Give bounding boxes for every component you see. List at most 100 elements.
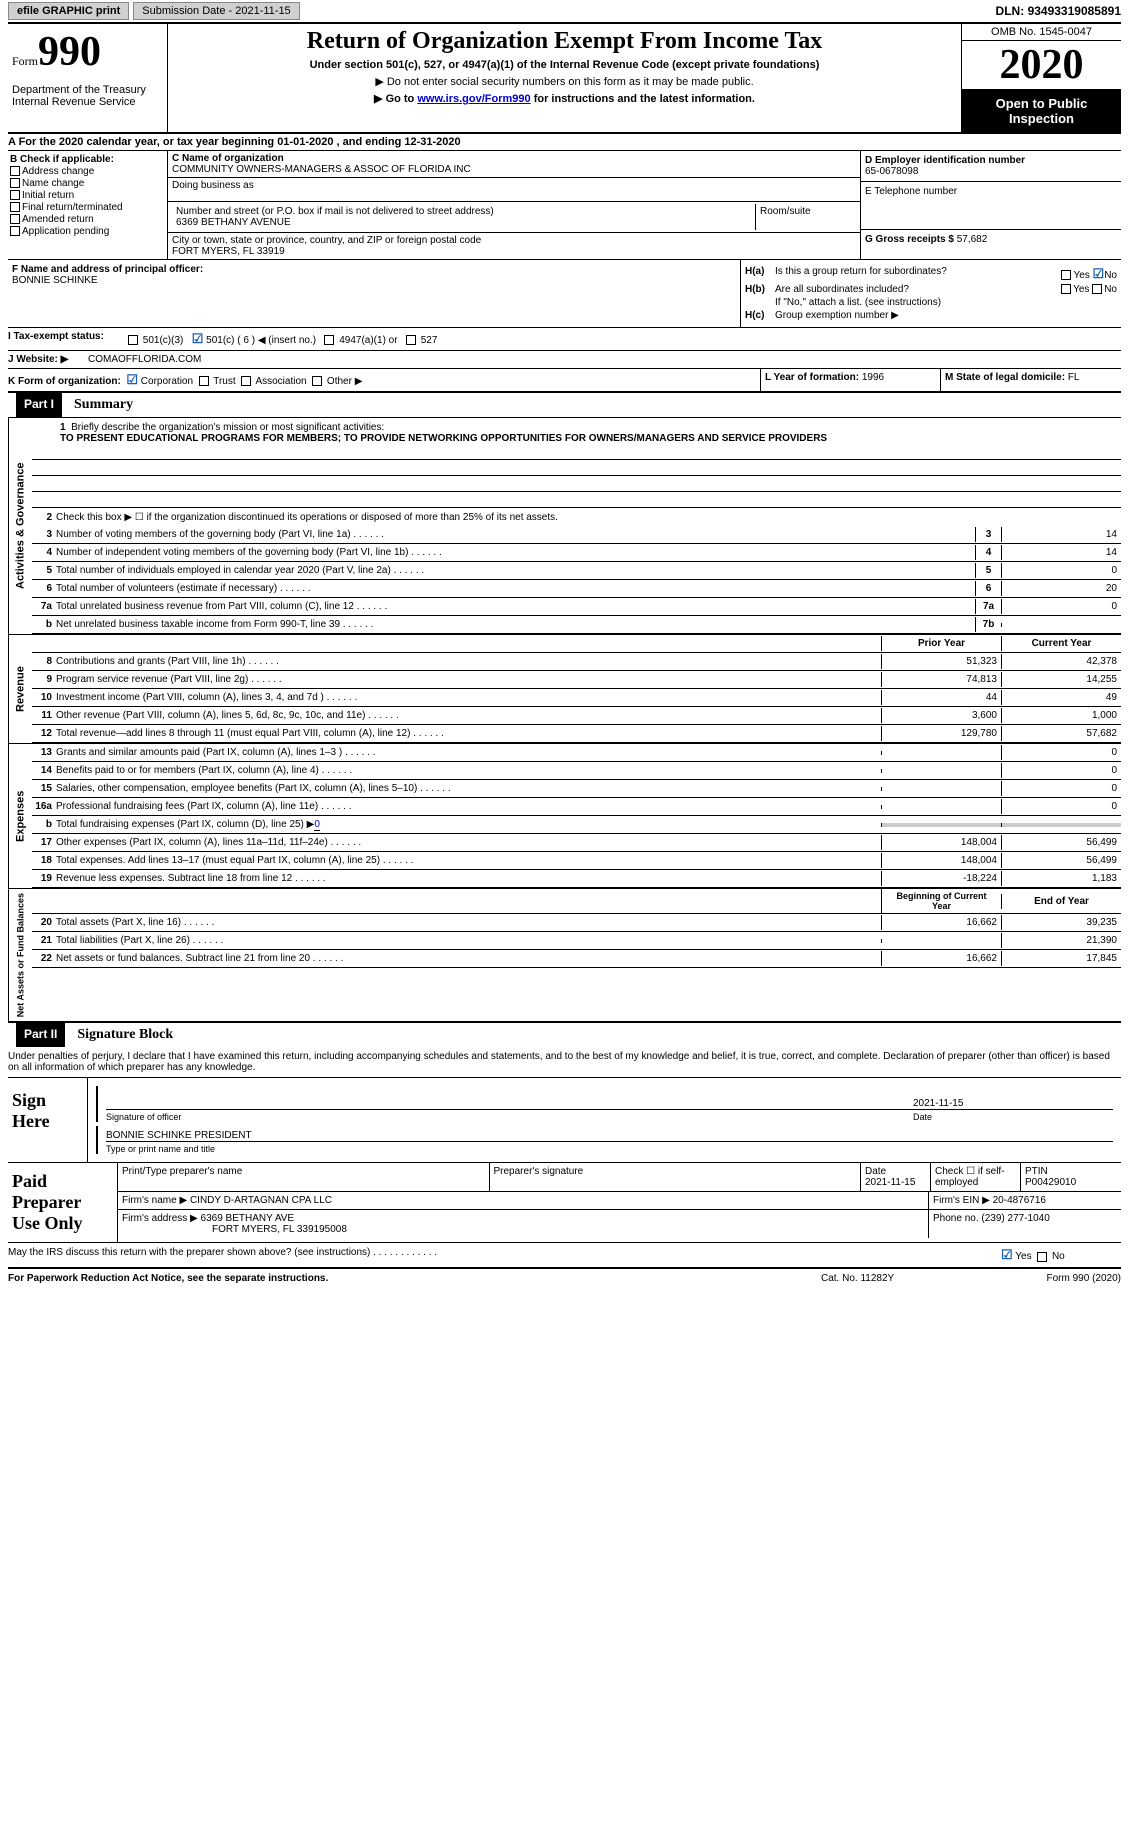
may-irs-yes-checked: ☑	[1001, 1247, 1013, 1262]
efile-print-button[interactable]: efile GRAPHIC print	[8, 2, 129, 20]
subtitle-2: ▶ Do not enter social security numbers o…	[176, 75, 953, 88]
chk-501c3[interactable]	[128, 335, 138, 345]
officer-printed: BONNIE SCHINKE PRESIDENT	[106, 1126, 1113, 1142]
tax-year: 2020	[962, 41, 1121, 90]
table-row: 12Total revenue—add lines 8 through 11 (…	[32, 725, 1121, 743]
website: COMAOFFLORIDA.COM	[88, 354, 201, 365]
irs-link[interactable]: www.irs.gov/Form990	[417, 93, 530, 105]
vert-net-assets: Net Assets or Fund Balances	[8, 889, 32, 1021]
table-row: 4Number of independent voting members of…	[32, 544, 1121, 562]
top-bar: efile GRAPHIC print Submission Date - 20…	[0, 0, 1129, 22]
addr-label: Number and street (or P.O. box if mail i…	[176, 206, 751, 217]
table-row: 22Net assets or fund balances. Subtract …	[32, 950, 1121, 968]
table-row: 10Investment income (Part VIII, column (…	[32, 689, 1121, 707]
form-header: Form990 Department of the Treasury Inter…	[8, 24, 1121, 134]
ha-no-checked: ☑	[1093, 266, 1105, 281]
table-row: bNet unrelated business taxable income f…	[32, 616, 1121, 634]
type-name-label: Type or print name and title	[106, 1142, 1113, 1154]
part-1-header: Part I	[16, 393, 62, 417]
table-row: 8Contributions and grants (Part VIII, li…	[32, 653, 1121, 671]
chk-527[interactable]	[406, 335, 416, 345]
open-inspection: Open to Public Inspection	[962, 90, 1121, 132]
dept-treasury: Department of the Treasury Internal Reve…	[12, 84, 163, 108]
line-j: J Website: ▶ COMAOFFLORIDA.COM	[8, 350, 1121, 368]
sig-officer-label: Signature of officer	[106, 1110, 913, 1122]
addr: 6369 BETHANY AVENUE	[176, 217, 751, 228]
subtitle-3: ▶ Go to www.irs.gov/Form990 for instruct…	[176, 92, 953, 105]
may-irs-no[interactable]	[1037, 1252, 1047, 1262]
vert-revenue: Revenue	[8, 635, 32, 743]
table-row: 14Benefits paid to or for members (Part …	[32, 762, 1121, 780]
page-footer: For Paperwork Reduction Act Notice, see …	[8, 1269, 1121, 1288]
sig-date-label: Date	[913, 1110, 1113, 1122]
summary-net-assets: Net Assets or Fund Balances Beginning of…	[8, 888, 1121, 1021]
chk-app-pending[interactable]	[10, 226, 20, 236]
chk-initial-return[interactable]	[10, 190, 20, 200]
room-label: Room/suite	[756, 204, 856, 230]
penalty-statement: Under penalties of perjury, I declare th…	[8, 1047, 1121, 1077]
subtitle-1: Under section 501(c), 527, or 4947(a)(1)…	[176, 59, 953, 71]
dln: DLN: 93493319085891	[996, 4, 1121, 18]
form-title: Return of Organization Exempt From Incom…	[176, 28, 953, 55]
sign-here-label: Sign Here	[8, 1078, 88, 1162]
paid-preparer-label: Paid Preparer Use Only	[8, 1163, 118, 1242]
chk-corp-checked: ☑	[126, 372, 138, 387]
part-1-title: Summary	[70, 393, 137, 417]
sig-date: 2021-11-15	[913, 1098, 1113, 1109]
submission-date-button[interactable]: Submission Date - 2021-11-15	[133, 2, 299, 20]
chk-final-return[interactable]	[10, 202, 20, 212]
sign-here-block: Sign Here 2021-11-15 Signature of office…	[8, 1077, 1121, 1162]
line-i: I Tax-exempt status: 501(c)(3) ☑ 501(c) …	[8, 327, 1121, 350]
summary-expenses: Expenses 13Grants and similar amounts pa…	[8, 743, 1121, 888]
part-2-title: Signature Block	[73, 1023, 177, 1047]
officer-name: BONNIE SCHINKE	[12, 275, 736, 286]
hb-yes[interactable]	[1061, 284, 1071, 294]
table-row: 19Revenue less expenses. Subtract line 1…	[32, 870, 1121, 888]
city: FORT MYERS, FL 33919	[172, 246, 856, 257]
hb-no[interactable]	[1092, 284, 1102, 294]
chk-amended[interactable]	[10, 214, 20, 224]
ha-yes[interactable]	[1061, 270, 1071, 280]
form-label: Form	[12, 54, 38, 68]
table-row: 13Grants and similar amounts paid (Part …	[32, 744, 1121, 762]
chk-other[interactable]	[312, 376, 322, 386]
paid-preparer-block: Paid Preparer Use Only Print/Type prepar…	[8, 1162, 1121, 1243]
dba-label: Doing business as	[172, 180, 856, 191]
chk-assoc[interactable]	[241, 376, 251, 386]
may-irs-discuss: May the IRS discuss this return with the…	[8, 1243, 1121, 1269]
block-b-c-d: B Check if applicable: Address change Na…	[8, 150, 1121, 259]
ein-label: D Employer identification number	[865, 155, 1117, 166]
table-row: 9Program service revenue (Part VIII, lin…	[32, 671, 1121, 689]
table-row: 3Number of voting members of the governi…	[32, 526, 1121, 544]
h-note: If "No," attach a list. (see instruction…	[745, 297, 1117, 308]
table-row: 5Total number of individuals employed in…	[32, 562, 1121, 580]
org-name-label: C Name of organization	[172, 153, 856, 164]
col-b-checkboxes: B Check if applicable: Address change Na…	[8, 151, 168, 259]
table-row: 17Other expenses (Part IX, column (A), l…	[32, 834, 1121, 852]
chk-address-change[interactable]	[10, 166, 20, 176]
chk-trust[interactable]	[199, 376, 209, 386]
table-row: 7aTotal unrelated business revenue from …	[32, 598, 1121, 616]
line-k-l-m: K Form of organization: ☑ Corporation Tr…	[8, 368, 1121, 391]
mission-text: TO PRESENT EDUCATIONAL PROGRAMS FOR MEMB…	[32, 433, 1121, 444]
block-f-h: F Name and address of principal officer:…	[8, 259, 1121, 327]
org-name: COMMUNITY OWNERS-MANAGERS & ASSOC OF FLO…	[172, 164, 856, 175]
form-number: 990	[38, 29, 101, 75]
vert-governance: Activities & Governance	[8, 418, 32, 634]
chk-name-change[interactable]	[10, 178, 20, 188]
chk-501c-checked: ☑	[192, 331, 204, 346]
officer-label: F Name and address of principal officer:	[12, 264, 736, 275]
summary-revenue: Revenue Prior Year Current Year 8Contrib…	[8, 634, 1121, 743]
phone-label: E Telephone number	[865, 186, 1117, 197]
part-2-header: Part II	[16, 1023, 65, 1047]
table-row: 18Total expenses. Add lines 13–17 (must …	[32, 852, 1121, 870]
chk-4947[interactable]	[324, 335, 334, 345]
ein: 65-0678098	[865, 166, 1117, 177]
table-row: 6Total number of volunteers (estimate if…	[32, 580, 1121, 598]
table-row: 15Salaries, other compensation, employee…	[32, 780, 1121, 798]
table-row: 11Other revenue (Part VIII, column (A), …	[32, 707, 1121, 725]
vert-expenses: Expenses	[8, 744, 32, 888]
table-row: 21Total liabilities (Part X, line 26)21,…	[32, 932, 1121, 950]
gross-receipts-label: G Gross receipts $	[865, 234, 954, 245]
table-row: 20Total assets (Part X, line 16)16,66239…	[32, 914, 1121, 932]
